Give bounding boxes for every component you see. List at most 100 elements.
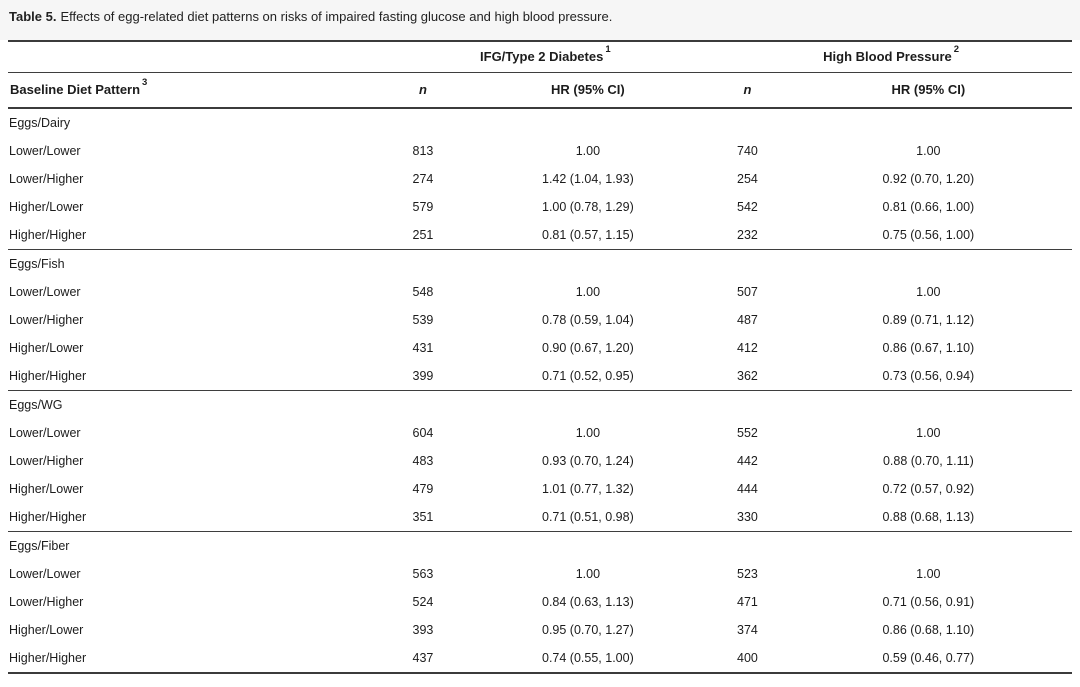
group-header-hbp-footnote: 2 xyxy=(953,43,960,55)
row-hbp-n: 362 xyxy=(737,369,758,383)
row-hbp-hr: 0.75 (0.56, 1.00) xyxy=(882,228,975,242)
row-hbp-n: 400 xyxy=(737,651,758,665)
row-ifg-hr: 1.42 (1.04, 1.93) xyxy=(542,172,634,186)
row-ifg-n: 437 xyxy=(412,651,434,665)
row-hbp-hr: 0.72 (0.57, 0.92) xyxy=(882,482,975,496)
results-table: IFG/Type 2 Diabetes 1 High Blood Pressure… xyxy=(8,40,1072,674)
row-ifg-n: 393 xyxy=(412,623,434,637)
row-ifg-n: 274 xyxy=(412,172,434,186)
section-header-row: Eggs/Fish xyxy=(8,250,1072,279)
row-hbp-hr: 1.00 xyxy=(916,144,941,158)
row-ifg-hr: 0.84 (0.63, 1.13) xyxy=(542,595,634,609)
table-row: Lower/Lower 563 1.00 523 1.00 xyxy=(8,560,1072,588)
row-hbp-n: 254 xyxy=(737,172,758,186)
table-row: Higher/Higher 437 0.74 (0.55, 1.00) 400 0.59… xyxy=(8,644,1072,673)
row-ifg-n: 483 xyxy=(412,454,434,468)
row-pattern: Higher/Lower xyxy=(9,341,84,355)
group-header-ifg-text: IFG/Type 2 Diabetes xyxy=(480,49,604,64)
section-label: Eggs/Fish xyxy=(9,257,65,271)
row-pattern: Higher/Higher xyxy=(9,369,87,383)
row-ifg-n: 604 xyxy=(412,426,434,440)
row-hbp-hr: 0.89 (0.71, 1.12) xyxy=(882,313,975,327)
table-caption-text: Effects of egg-related diet patterns on … xyxy=(60,9,613,24)
row-hbp-n: 552 xyxy=(737,426,758,440)
row-hbp-n: 523 xyxy=(737,567,758,581)
group-header-ifg-footnote: 1 xyxy=(605,43,611,55)
column-header-hbp-n: n xyxy=(743,82,752,97)
row-ifg-hr: 1.00 xyxy=(575,426,601,440)
row-ifg-hr: 1.00 xyxy=(575,144,601,158)
row-pattern: Lower/Higher xyxy=(9,313,84,327)
row-hbp-hr: 0.71 (0.56, 0.91) xyxy=(882,595,975,609)
row-pattern: Lower/Higher xyxy=(9,454,84,468)
table-row: Higher/Lower 393 0.95 (0.70, 1.27) 374 0.86 … xyxy=(8,616,1072,644)
row-hbp-n: 374 xyxy=(737,623,758,637)
row-hbp-n: 542 xyxy=(737,200,758,214)
row-ifg-n: 524 xyxy=(412,595,434,609)
table-caption: Table 5. Effects of egg-related diet patt… xyxy=(9,9,1070,24)
column-header-ifg-hr: HR (95% CI) xyxy=(551,82,625,97)
row-pattern: Lower/Lower xyxy=(9,426,81,440)
row-ifg-n: 548 xyxy=(412,285,434,299)
row-hbp-n: 442 xyxy=(737,454,758,468)
table-row: Lower/Higher 274 1.42 (1.04, 1.93) 254 0.92 … xyxy=(8,165,1072,193)
row-hbp-hr: 0.88 (0.68, 1.13) xyxy=(882,510,975,524)
row-pattern: Higher/Higher xyxy=(9,651,87,665)
row-ifg-hr: 0.95 (0.70, 1.27) xyxy=(542,623,634,637)
row-pattern: Lower/Lower xyxy=(9,285,81,299)
row-ifg-hr: 1.00 xyxy=(575,285,601,299)
column-header-diet-pattern-footnote: 3 xyxy=(142,76,148,88)
row-hbp-hr: 1.00 xyxy=(916,426,941,440)
table-row: Higher/Higher 399 0.71 (0.52, 0.95) 362 0.73… xyxy=(8,362,1072,391)
table-row: Lower/Higher 539 0.78 (0.59, 1.04) 487 0.89 … xyxy=(8,306,1072,334)
row-pattern: Higher/Lower xyxy=(9,200,84,214)
row-ifg-n: 813 xyxy=(412,144,434,158)
table-section: Eggs/Fish Lower/Lower 548 1.00 507 1.00 Lower/… xyxy=(8,249,1072,391)
row-pattern: Higher/Lower xyxy=(9,482,84,496)
row-ifg-hr: 0.71 (0.52, 0.95) xyxy=(542,369,634,383)
row-ifg-n: 479 xyxy=(412,482,434,496)
section-label: Eggs/Dairy xyxy=(9,116,71,130)
row-hbp-n: 740 xyxy=(737,144,758,158)
row-ifg-hr: 0.81 (0.57, 1.15) xyxy=(542,228,634,242)
table-caption-label: Table 5. xyxy=(9,9,57,24)
row-pattern: Higher/Lower xyxy=(9,623,84,637)
row-hbp-n: 330 xyxy=(737,510,758,524)
section-label: Eggs/WG xyxy=(9,398,63,412)
table-section: Eggs/Fiber Lower/Lower 563 1.00 523 1.00 Lower… xyxy=(8,531,1072,674)
row-hbp-hr: 0.73 (0.56, 0.94) xyxy=(882,369,975,383)
row-hbp-hr: 0.88 (0.70, 1.11) xyxy=(882,454,974,468)
row-hbp-hr: 1.00 xyxy=(916,567,941,581)
column-header-diet-pattern: Baseline Diet Pattern 3 xyxy=(8,73,380,109)
row-ifg-hr: 0.78 (0.59, 1.04) xyxy=(542,313,634,327)
row-hbp-n: 232 xyxy=(737,228,758,242)
table-row: Lower/Lower 604 1.00 552 1.00 xyxy=(8,419,1072,447)
row-hbp-n: 471 xyxy=(737,595,758,609)
table-row: Higher/Lower 479 1.01 (0.77, 1.32) 444 0.72 … xyxy=(8,475,1072,503)
table-header: IFG/Type 2 Diabetes 1 High Blood Pressure… xyxy=(8,41,1072,108)
group-header-ifg: IFG/Type 2 Diabetes 1 xyxy=(380,41,710,73)
row-pattern: Lower/Lower xyxy=(9,144,81,158)
column-header-hbp-hr: HR (95% CI) xyxy=(891,82,966,97)
row-pattern: Lower/Higher xyxy=(9,172,84,186)
table-row: Lower/Lower 548 1.00 507 1.00 xyxy=(8,278,1072,306)
section-label: Eggs/Fiber xyxy=(9,539,70,553)
row-ifg-n: 579 xyxy=(412,200,434,214)
row-ifg-n: 351 xyxy=(412,510,434,524)
table-row: Lower/Higher 483 0.93 (0.70, 1.24) 442 0.88 … xyxy=(8,447,1072,475)
row-hbp-hr: 0.86 (0.68, 1.10) xyxy=(882,623,975,637)
row-ifg-hr: 1.00 xyxy=(575,567,601,581)
row-pattern: Lower/Higher xyxy=(9,595,84,609)
row-ifg-hr: 0.74 (0.55, 1.00) xyxy=(542,651,634,665)
table-row: Lower/Higher 524 0.84 (0.63, 1.13) 471 0.71 … xyxy=(8,588,1072,616)
row-hbp-hr: 0.59 (0.46, 0.77) xyxy=(882,651,975,665)
row-ifg-n: 431 xyxy=(412,341,434,355)
row-hbp-n: 412 xyxy=(737,341,758,355)
row-hbp-hr: 0.92 (0.70, 1.20) xyxy=(882,172,975,186)
caption-band: Table 5. Effects of egg-related diet patt… xyxy=(0,0,1080,40)
table-row: Higher/Lower 579 1.00 (0.78, 1.29) 542 0.81 … xyxy=(8,193,1072,221)
row-hbp-n: 507 xyxy=(737,285,758,299)
group-header-hbp: High Blood Pressure 2 xyxy=(710,41,1072,73)
row-hbp-hr: 1.00 xyxy=(916,285,941,299)
section-header-row: Eggs/Dairy xyxy=(8,108,1072,137)
